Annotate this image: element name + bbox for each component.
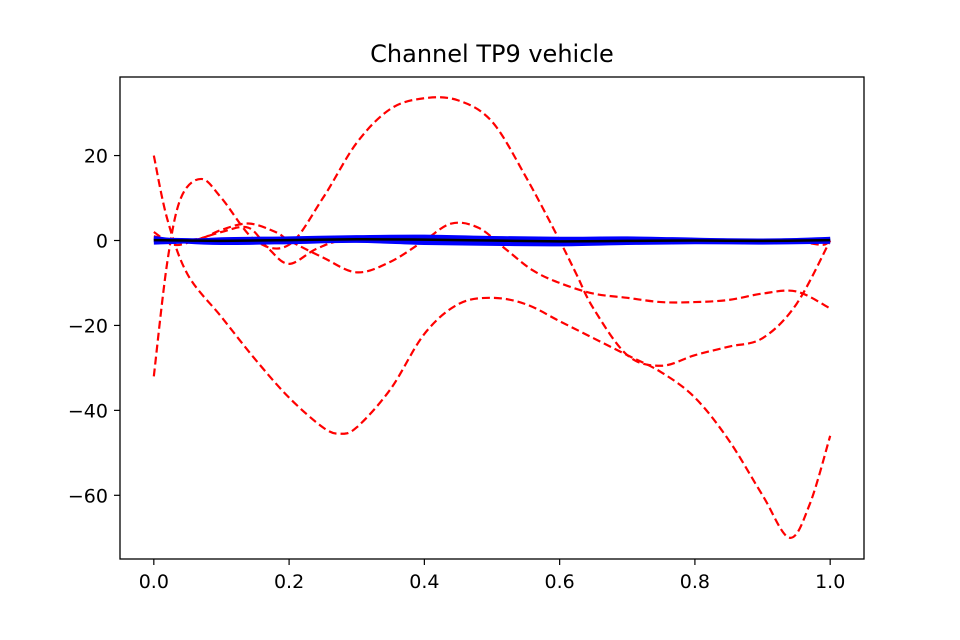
chart-title: Channel TP9 vehicle xyxy=(370,40,614,68)
y-tick-label: 0 xyxy=(96,230,108,252)
y-tick-label: 20 xyxy=(84,146,108,168)
x-axis: 0.0 0.2 0.4 0.6 0.8 1.0 xyxy=(139,559,845,593)
y-axis: 20 0 −20 −40 −60 xyxy=(68,146,120,507)
x-tick-label: 0.0 xyxy=(139,571,169,593)
series-line-1 xyxy=(152,155,832,539)
y-tick-label: −40 xyxy=(68,400,108,422)
x-tick-label: 0.2 xyxy=(274,571,304,593)
plot-frame xyxy=(119,76,865,560)
x-tick-label: 0.6 xyxy=(545,571,575,593)
x-tick-label: 0.4 xyxy=(409,571,439,593)
series-line-6 xyxy=(153,235,831,247)
y-tick-label: −20 xyxy=(68,315,108,337)
series-layer xyxy=(152,96,832,539)
x-tick-label: 1.0 xyxy=(815,571,845,593)
y-tick-label: −60 xyxy=(68,485,108,507)
series-line-2 xyxy=(152,96,832,377)
x-tick-label: 0.8 xyxy=(680,571,710,593)
series-line-8 xyxy=(153,237,831,243)
series-line-3 xyxy=(153,221,831,310)
